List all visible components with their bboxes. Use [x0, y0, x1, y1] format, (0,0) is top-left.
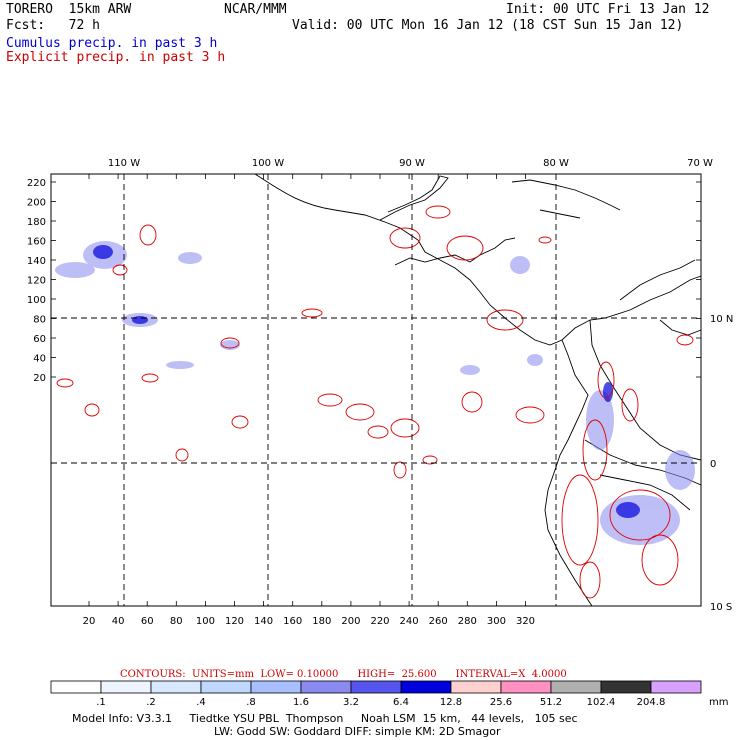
colorbar-label: 204.8: [637, 697, 666, 708]
map-frame: [50, 173, 702, 607]
y-tick-label: 40: [33, 354, 46, 365]
lon-label-100w: 100 W: [252, 158, 284, 169]
colorbar-swatch: [350, 680, 402, 694]
coastlines: [254, 173, 702, 607]
valid-time: Valid: 00 UTC Mon 16 Jan 12 (18 CST Sun …: [292, 18, 684, 33]
cumulus-precip: [55, 241, 695, 545]
model-info-line2: LW: Godd SW: Goddard DIFF: simple KM: 2D…: [214, 725, 501, 738]
contour-info: CONTOURS: UNITS=mm LOW= 0.10000 HIGH= 25…: [120, 669, 567, 680]
lat-label-10n: 10 N: [710, 314, 733, 325]
colorbar-swatch: [650, 680, 702, 694]
y-tick-label: 200: [27, 198, 46, 209]
x-tick-label: 260: [429, 616, 448, 627]
x-tick-label: 320: [516, 616, 535, 627]
x-tick-label: 300: [487, 616, 506, 627]
colorbar-label: 3.2: [343, 697, 359, 708]
colorbar-swatch: [600, 680, 652, 694]
colorbar-unit: mm: [709, 697, 728, 708]
x-tick-label: 280: [458, 616, 477, 627]
organization-label: NCAR/MMM: [224, 2, 287, 17]
colorbar-label: .4: [196, 697, 206, 708]
colorbar-swatch: [150, 680, 202, 694]
colorbar-swatch: [450, 680, 502, 694]
x-tick-label: 80: [170, 616, 183, 627]
colorbar-swatch: [500, 680, 552, 694]
colorbar-swatch: [50, 680, 102, 694]
colorbar-label: 1.6: [293, 697, 309, 708]
colorbar-swatch: [250, 680, 302, 694]
y-tick-label: 160: [27, 237, 46, 248]
init-time: Init: 00 UTC Fri 13 Jan 12: [506, 2, 710, 17]
model-title: TORERO 15km ARW: [6, 2, 132, 17]
model-info-line1: Model Info: V3.3.1 Tiedtke YSU PBL Thomp…: [72, 712, 578, 725]
colorbar-swatch: [400, 680, 452, 694]
colorbar-swatch: [300, 680, 352, 694]
y-tick-label: 60: [33, 334, 46, 345]
y-tick-label: 100: [27, 295, 46, 306]
explicit-legend-line: Explicit precip. in past 3 h: [6, 50, 226, 65]
x-tick-label: 160: [283, 616, 302, 627]
x-tick-label: 40: [112, 616, 125, 627]
colorbar-swatch: [200, 680, 252, 694]
x-tick-label: 240: [400, 616, 419, 627]
forecast-hour: Fcst: 72 h: [6, 18, 100, 33]
colorbar-label: 51.2: [540, 697, 562, 708]
x-tick-label: 20: [83, 616, 96, 627]
colorbar-label: 102.4: [587, 697, 616, 708]
colorbar-label: .1: [96, 697, 106, 708]
colorbar-label: 12.8: [440, 697, 462, 708]
y-tick-label: 220: [27, 178, 46, 189]
y-tick-label: 140: [27, 256, 46, 267]
y-tick-label: 120: [27, 276, 46, 287]
lon-label-90w: 90 W: [399, 158, 425, 169]
y-tick-label: 20: [33, 373, 46, 384]
colorbar-label: .8: [246, 697, 256, 708]
lat-label-10s: 10 S: [710, 602, 732, 613]
lon-label-80w: 80 W: [543, 158, 569, 169]
colorbar-swatch: [100, 680, 152, 694]
cumulus-precip-intense: [93, 245, 640, 518]
x-tick-label: 140: [254, 616, 273, 627]
colorbar-label: 6.4: [393, 697, 409, 708]
explicit-contours: [56, 205, 694, 599]
colorbar-label: .2: [146, 697, 156, 708]
y-tick-label: 180: [27, 217, 46, 228]
colorbar-swatch: [550, 680, 602, 694]
colorbar-label: 25.6: [490, 697, 512, 708]
cumulus-legend-line: Cumulus precip. in past 3 h: [6, 36, 218, 51]
x-tick-label: 180: [312, 616, 331, 627]
colorbar: .1 .2 .4 .8 1.6 3.2 6.4 12.8 25.6 51.2 102.4 204.8 m…: [50, 680, 728, 708]
lat-label-0: 0: [710, 459, 716, 470]
x-tick-label: 100: [196, 616, 215, 627]
lon-label-70w: 70 W: [687, 158, 713, 169]
lon-label-110w: 110 W: [108, 158, 140, 169]
x-tick-label: 120: [225, 616, 244, 627]
y-tick-label: 80: [33, 315, 46, 326]
lat-lon-grid: [51, 174, 701, 606]
x-tick-label: 60: [141, 616, 154, 627]
x-tick-label: 220: [370, 616, 389, 627]
x-tick-label: 200: [341, 616, 360, 627]
